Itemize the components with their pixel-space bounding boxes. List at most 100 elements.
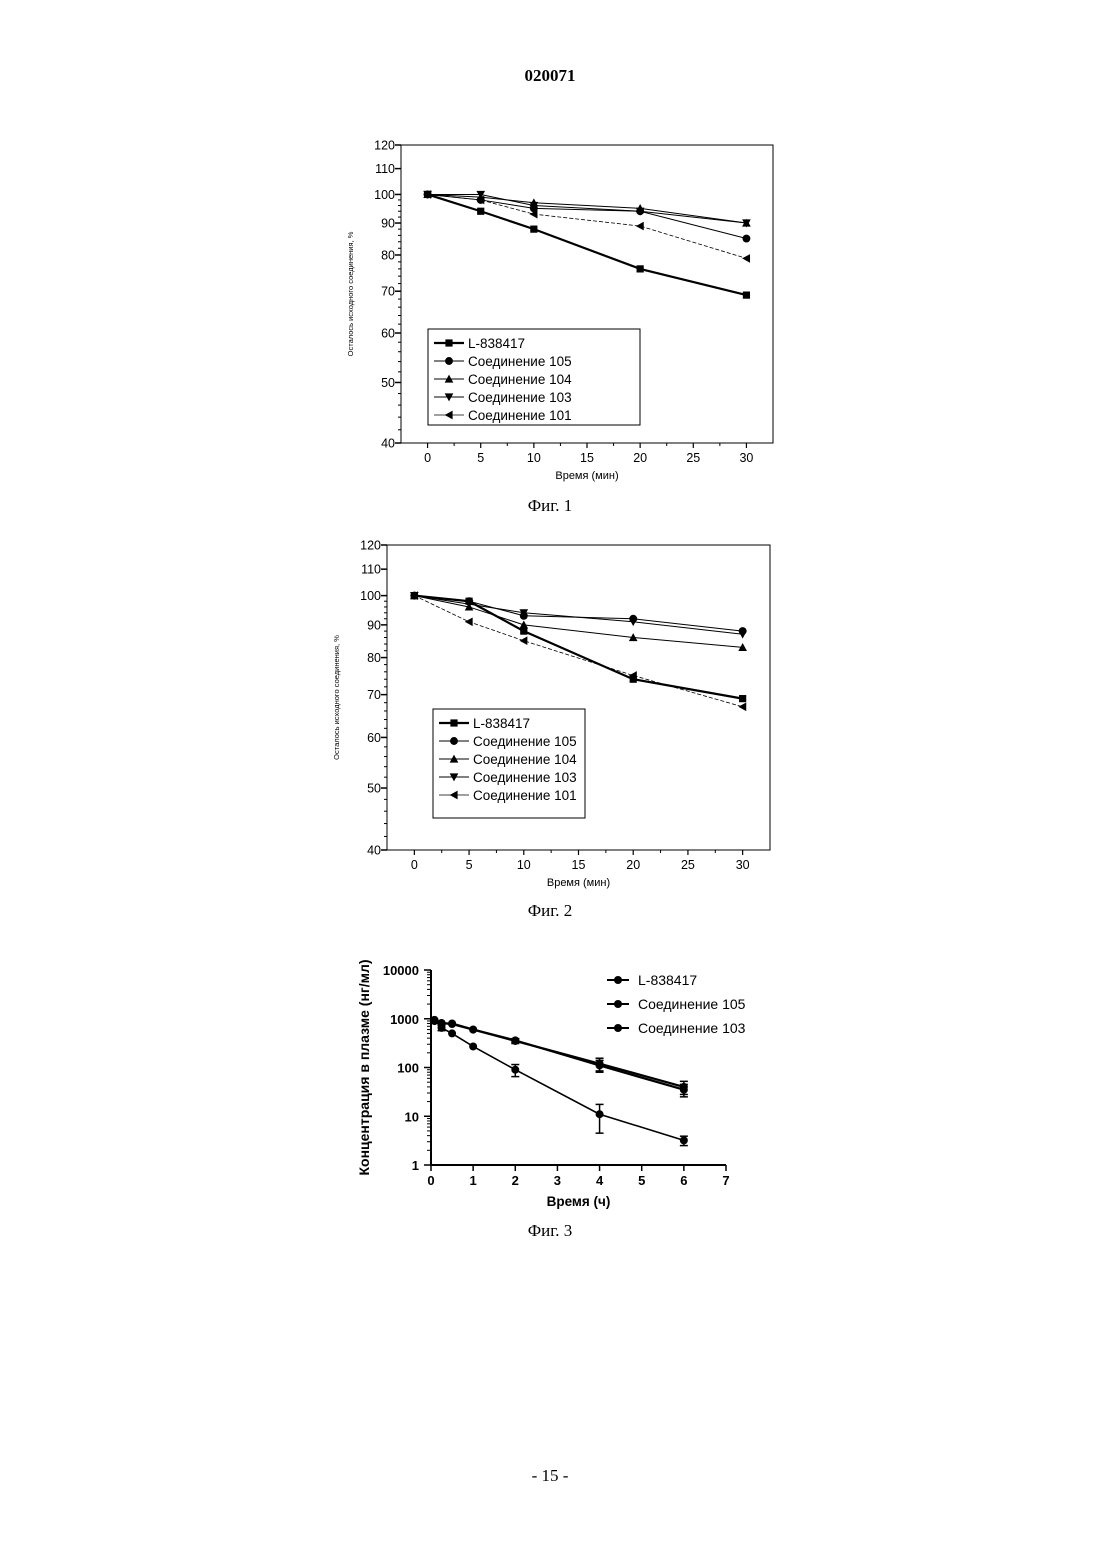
- data-point: [530, 226, 537, 233]
- x-axis-label: Время (мин): [547, 877, 610, 889]
- figure-2-caption: Фиг. 2: [0, 901, 1100, 921]
- legend-marker: [445, 339, 452, 346]
- legend-marker: [614, 1000, 622, 1008]
- data-point: [520, 628, 527, 635]
- series-line: [414, 596, 742, 631]
- data-point: [477, 208, 484, 215]
- x-axis-label: Время (ч): [547, 1194, 611, 1209]
- x-tick-label: 0: [424, 451, 431, 465]
- y-tick-label: 60: [367, 731, 381, 745]
- legend: L-838417 Соединение 105 Соединение 104 Соед…: [428, 329, 640, 425]
- y-tick-label: 90: [381, 217, 395, 231]
- legend: L-838417 Соединение 105 Соединение 104 Соед…: [433, 709, 585, 818]
- legend-entry: L-838417: [473, 716, 530, 731]
- x-tick-label: 4: [596, 1173, 604, 1188]
- series-4: [410, 591, 746, 711]
- y-tick-label: 120: [374, 139, 395, 153]
- y-tick-label: 90: [367, 618, 381, 632]
- data-point: [438, 1019, 446, 1027]
- legend-marker: [450, 737, 458, 745]
- legend-marker: [614, 1024, 622, 1032]
- x-tick-label: 15: [580, 451, 594, 465]
- x-tick-label: 0: [427, 1173, 434, 1188]
- data-point: [596, 1061, 604, 1069]
- x-tick-label: 10: [517, 858, 531, 872]
- legend-entry: Соединение 103: [473, 770, 577, 785]
- x-tick-label: 15: [572, 858, 586, 872]
- y-tick-label: 10000: [383, 963, 419, 978]
- data-point: [448, 1029, 456, 1037]
- data-point: [465, 617, 473, 626]
- x-tick-label: 30: [736, 858, 750, 872]
- y-tick-label: 100: [397, 1061, 419, 1076]
- legend-entry: Соединение 101: [473, 788, 577, 803]
- x-tick-label: 6: [680, 1173, 687, 1188]
- legend-entry: Соединение 104: [468, 372, 572, 387]
- data-point: [511, 1066, 519, 1074]
- document-number: 020071: [0, 66, 1100, 86]
- legend-entry: Соединение 105: [468, 354, 572, 369]
- legend-marker: [614, 976, 622, 984]
- x-tick-label: 5: [638, 1173, 645, 1188]
- y-tick-label: 120: [360, 539, 381, 553]
- data-point: [743, 292, 750, 299]
- data-point: [511, 1036, 519, 1044]
- y-tick-label: 110: [375, 162, 395, 176]
- legend-marker: [450, 719, 457, 726]
- x-tick-label: 30: [739, 451, 753, 465]
- y-tick-label: 10: [405, 1109, 419, 1124]
- x-axis-label: Время (мин): [555, 470, 618, 482]
- x-tick-label: 10: [527, 451, 541, 465]
- x-tick-label: 1: [470, 1173, 477, 1188]
- page-number: - 15 -: [0, 1466, 1100, 1486]
- legend-entry: Соединение 103: [638, 1020, 746, 1036]
- data-point: [636, 222, 644, 231]
- legend-marker: [445, 357, 453, 365]
- data-point: [596, 1110, 604, 1118]
- data-point: [519, 636, 527, 645]
- y-axis-label: Концентрация в плазме (нг/мл): [356, 959, 372, 1175]
- y-axis-label: Осталось исходного соединения, %: [332, 635, 341, 760]
- y-tick-label: 70: [367, 688, 381, 702]
- data-point: [738, 702, 746, 711]
- y-tick-label: 50: [381, 376, 395, 390]
- data-point: [519, 621, 528, 629]
- data-point: [680, 1086, 688, 1094]
- y-tick-label: 100: [374, 188, 395, 202]
- y-tick-label: 110: [361, 563, 381, 577]
- figure-3-chart: 11010010001000001234567Время (ч)Концентр…: [0, 935, 1100, 1235]
- y-tick-label: 100: [360, 589, 381, 603]
- legend-entry: Соединение 104: [473, 752, 577, 767]
- x-tick-label: 20: [633, 451, 647, 465]
- x-tick-label: 5: [477, 451, 484, 465]
- x-tick-label: 20: [626, 858, 640, 872]
- y-tick-label: 70: [381, 285, 395, 299]
- figure-2-chart: 405060708090100110120051015202530Время (…: [0, 525, 1100, 945]
- y-tick-label: 80: [381, 248, 395, 262]
- y-tick-label: 40: [381, 437, 395, 451]
- legend-entry: L-838417: [638, 972, 697, 988]
- legend-entry: Соединение 105: [638, 996, 746, 1012]
- x-tick-label: 25: [686, 451, 700, 465]
- y-tick-label: 50: [367, 782, 381, 796]
- y-axis-label: Осталось исходного соединения, %: [346, 231, 355, 356]
- data-point: [448, 1020, 456, 1028]
- legend-entry: Соединение 101: [468, 408, 572, 423]
- legend: L-838417 Соединение 105 Соединение 103: [607, 972, 746, 1036]
- y-tick-label: 60: [381, 327, 395, 341]
- legend-entry: Соединение 105: [473, 734, 577, 749]
- data-point: [469, 1026, 477, 1034]
- legend-entry: L-838417: [468, 336, 525, 351]
- x-tick-label: 5: [466, 858, 473, 872]
- figure-3-caption: Фиг. 3: [0, 1221, 1100, 1241]
- data-point: [742, 254, 750, 263]
- y-tick-label: 80: [367, 651, 381, 665]
- x-tick-label: 2: [512, 1173, 519, 1188]
- x-tick-label: 3: [554, 1173, 561, 1188]
- y-tick-label: 1000: [390, 1012, 419, 1027]
- data-point: [738, 631, 747, 639]
- x-tick-label: 25: [681, 858, 695, 872]
- data-point: [469, 1042, 477, 1050]
- figure-1-caption: Фиг. 1: [0, 496, 1100, 516]
- series-0: [411, 592, 746, 702]
